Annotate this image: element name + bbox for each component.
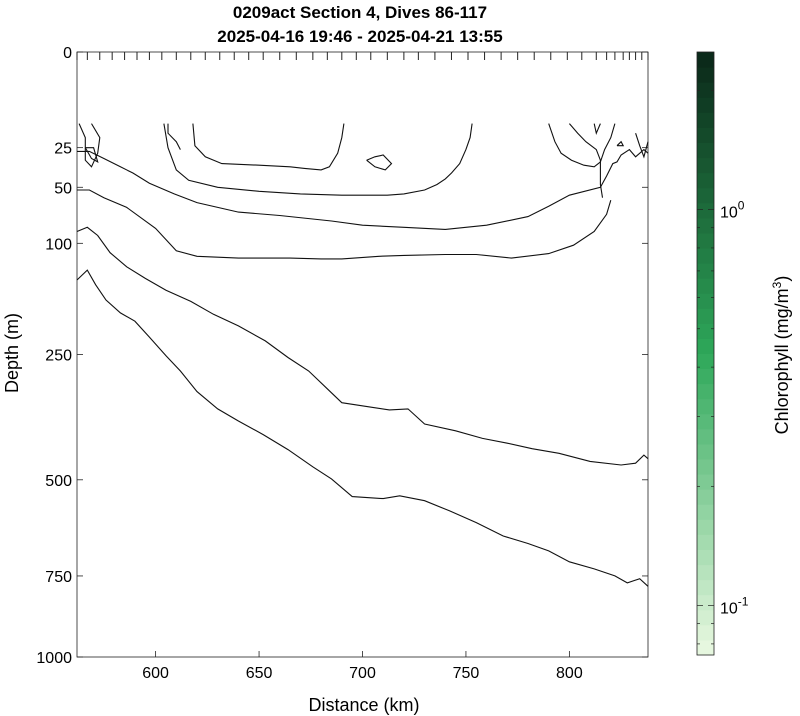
contour-inner-bowl (192, 123, 345, 171)
colorbar-band (697, 323, 714, 339)
contour-right-upper-3 (593, 123, 601, 135)
plot-area (76, 51, 649, 658)
colorbar-band (697, 353, 714, 370)
contour-lower-line-2 (76, 269, 649, 587)
plot-frame (76, 51, 649, 658)
contour-right-edge-wiggle (616, 140, 625, 147)
contour-small-closed (366, 154, 393, 171)
x-axis-label: Distance (km) (308, 695, 419, 715)
contour-upper-left (78, 123, 101, 168)
colorbar-band (697, 564, 714, 581)
contour-upper-mid-hook (167, 123, 181, 150)
colorbar-band (697, 217, 714, 234)
chart-title: 0209act Section 4, Dives 86-117 (233, 3, 487, 22)
colorbar-band (697, 594, 714, 611)
colorbar-band (697, 187, 714, 204)
contour-mid-line-2 (77, 189, 612, 260)
colorbar-band (697, 172, 714, 189)
colorbar-band (697, 504, 714, 520)
colorbar-band (697, 428, 714, 445)
colorbar-band (697, 609, 714, 626)
colorbar-band (697, 293, 714, 309)
contour-lines (76, 123, 649, 587)
y-tick-label: 1000 (36, 650, 72, 667)
contour-upper-mid (163, 123, 473, 196)
colorbar-band (697, 157, 714, 174)
colorbar-band (697, 82, 714, 98)
colorbar-band (697, 398, 714, 415)
y-tick-label: 0 (63, 45, 72, 62)
contour-mid-line-1 (77, 148, 649, 230)
contour-upper-left-closed (84, 147, 99, 164)
y-tick-label: 50 (54, 180, 72, 197)
colorbar-band (697, 383, 714, 400)
colorbar-band (697, 278, 714, 294)
colorbar-band (697, 519, 714, 535)
chart-subtitle: 2025-04-16 19:46 - 2025-04-21 13:55 (217, 27, 502, 46)
y-tick-label: 25 (54, 141, 72, 158)
colorbar-band (697, 202, 714, 219)
x-tick-label: 700 (349, 665, 376, 682)
contour-lower-line-1 (76, 226, 649, 466)
y-tick-label: 500 (45, 473, 72, 490)
colorbar-band (697, 639, 714, 656)
x-tick-label: 800 (556, 665, 583, 682)
colorbar-band (697, 52, 714, 68)
colorbar-band (697, 474, 714, 490)
colorbar-tick-label: 10-1 (720, 595, 749, 618)
x-axis: 600 650 700 750 800 (142, 651, 583, 682)
x-tick-label: 650 (246, 665, 273, 682)
x-tick-label: 600 (142, 665, 169, 682)
colorbar-band (697, 459, 714, 475)
colorbar-label: Chlorophyll (mg/m3) (770, 276, 792, 435)
y-axis: 0 25 50 100 250 500 750 1000 (36, 45, 648, 667)
colorbar-band (697, 142, 714, 159)
colorbar-band (697, 624, 714, 641)
colorbar-band (697, 263, 714, 279)
colorbar-frame (696, 51, 715, 656)
colorbar-band (697, 579, 714, 596)
colorbar-band (697, 338, 714, 354)
colorbar-band (697, 489, 714, 505)
y-tick-label: 100 (45, 236, 72, 253)
y-tick-label: 750 (45, 569, 72, 586)
colorbar-band (697, 97, 714, 113)
colorbar-band (697, 112, 714, 128)
contour-right-upper-2 (568, 123, 604, 198)
colorbar-band (697, 549, 714, 566)
colorbar-band (697, 368, 714, 385)
colorbar-band (697, 534, 714, 550)
colorbar-band (697, 67, 714, 83)
x-tick-label: 750 (453, 665, 480, 682)
colorbar-band (697, 247, 714, 264)
colorbar-tick-label: 100 (720, 199, 745, 222)
contour-right-upper (548, 123, 616, 168)
colorbar-band (697, 413, 714, 430)
colorbar-band (697, 443, 714, 460)
colorbar-band (697, 308, 714, 324)
colorbar-band (697, 127, 714, 143)
y-axis-label: Depth (m) (2, 313, 22, 393)
y-tick-label: 250 (45, 348, 72, 365)
colorbar-band (697, 232, 714, 249)
colorbar: 10-1 100 (696, 51, 749, 656)
